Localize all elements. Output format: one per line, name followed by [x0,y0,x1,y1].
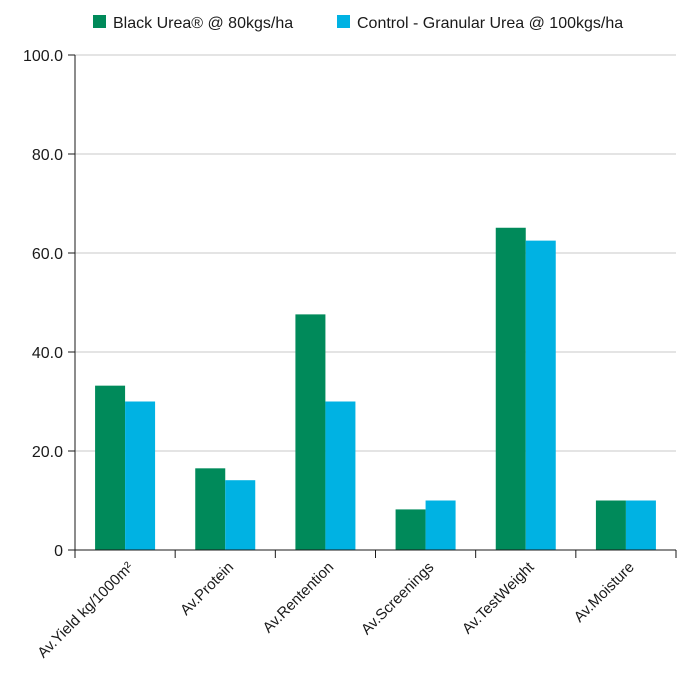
bar-black-urea [195,468,226,550]
x-category-label: Av.Yield kg/1000m² [34,559,137,662]
legend: Black Urea® @ 80kgs/ha Control - Granula… [93,15,623,32]
y-tick-label: 40.0 [32,345,63,362]
x-category-label: Av.Rentention [260,559,338,637]
y-tick-label: 0 [54,543,63,560]
bar-control [625,500,656,550]
bar-black-urea [595,500,626,550]
x-category-label: Av.TestWeight [459,558,538,637]
gridlines [75,54,676,452]
y-tick-label: 100.0 [23,48,63,65]
bar-control [425,500,456,550]
legend-swatch-black-urea [93,15,106,28]
x-axis: Av.Yield kg/1000m² Av.Protein Av.Rententio… [34,549,677,662]
y-tick-label: 20.0 [32,444,63,461]
x-category-label: Av.Screenings [358,559,437,638]
legend-label-black-urea: Black Urea® @ 80kgs/ha [113,15,293,32]
bars [95,227,656,550]
legend-label-control: Control - Granular Urea @ 100kgs/ha [357,15,623,32]
x-category-label: Av.Protein [177,559,237,619]
bar-black-urea [295,314,326,550]
y-tick-label: 80.0 [32,147,63,164]
bar-control [525,240,556,550]
legend-swatch-control [337,15,350,28]
bar-control [225,480,256,550]
bar-control [325,401,356,550]
bar-black-urea [495,227,526,550]
y-axis: 0 20.0 40.0 60.0 80.0 100.0 [23,48,76,560]
bar-black-urea [395,509,426,550]
x-category-label: Av.Moisture [571,559,638,626]
bar-control [125,401,156,550]
y-tick-label: 60.0 [32,246,63,263]
bar-black-urea [95,385,126,550]
